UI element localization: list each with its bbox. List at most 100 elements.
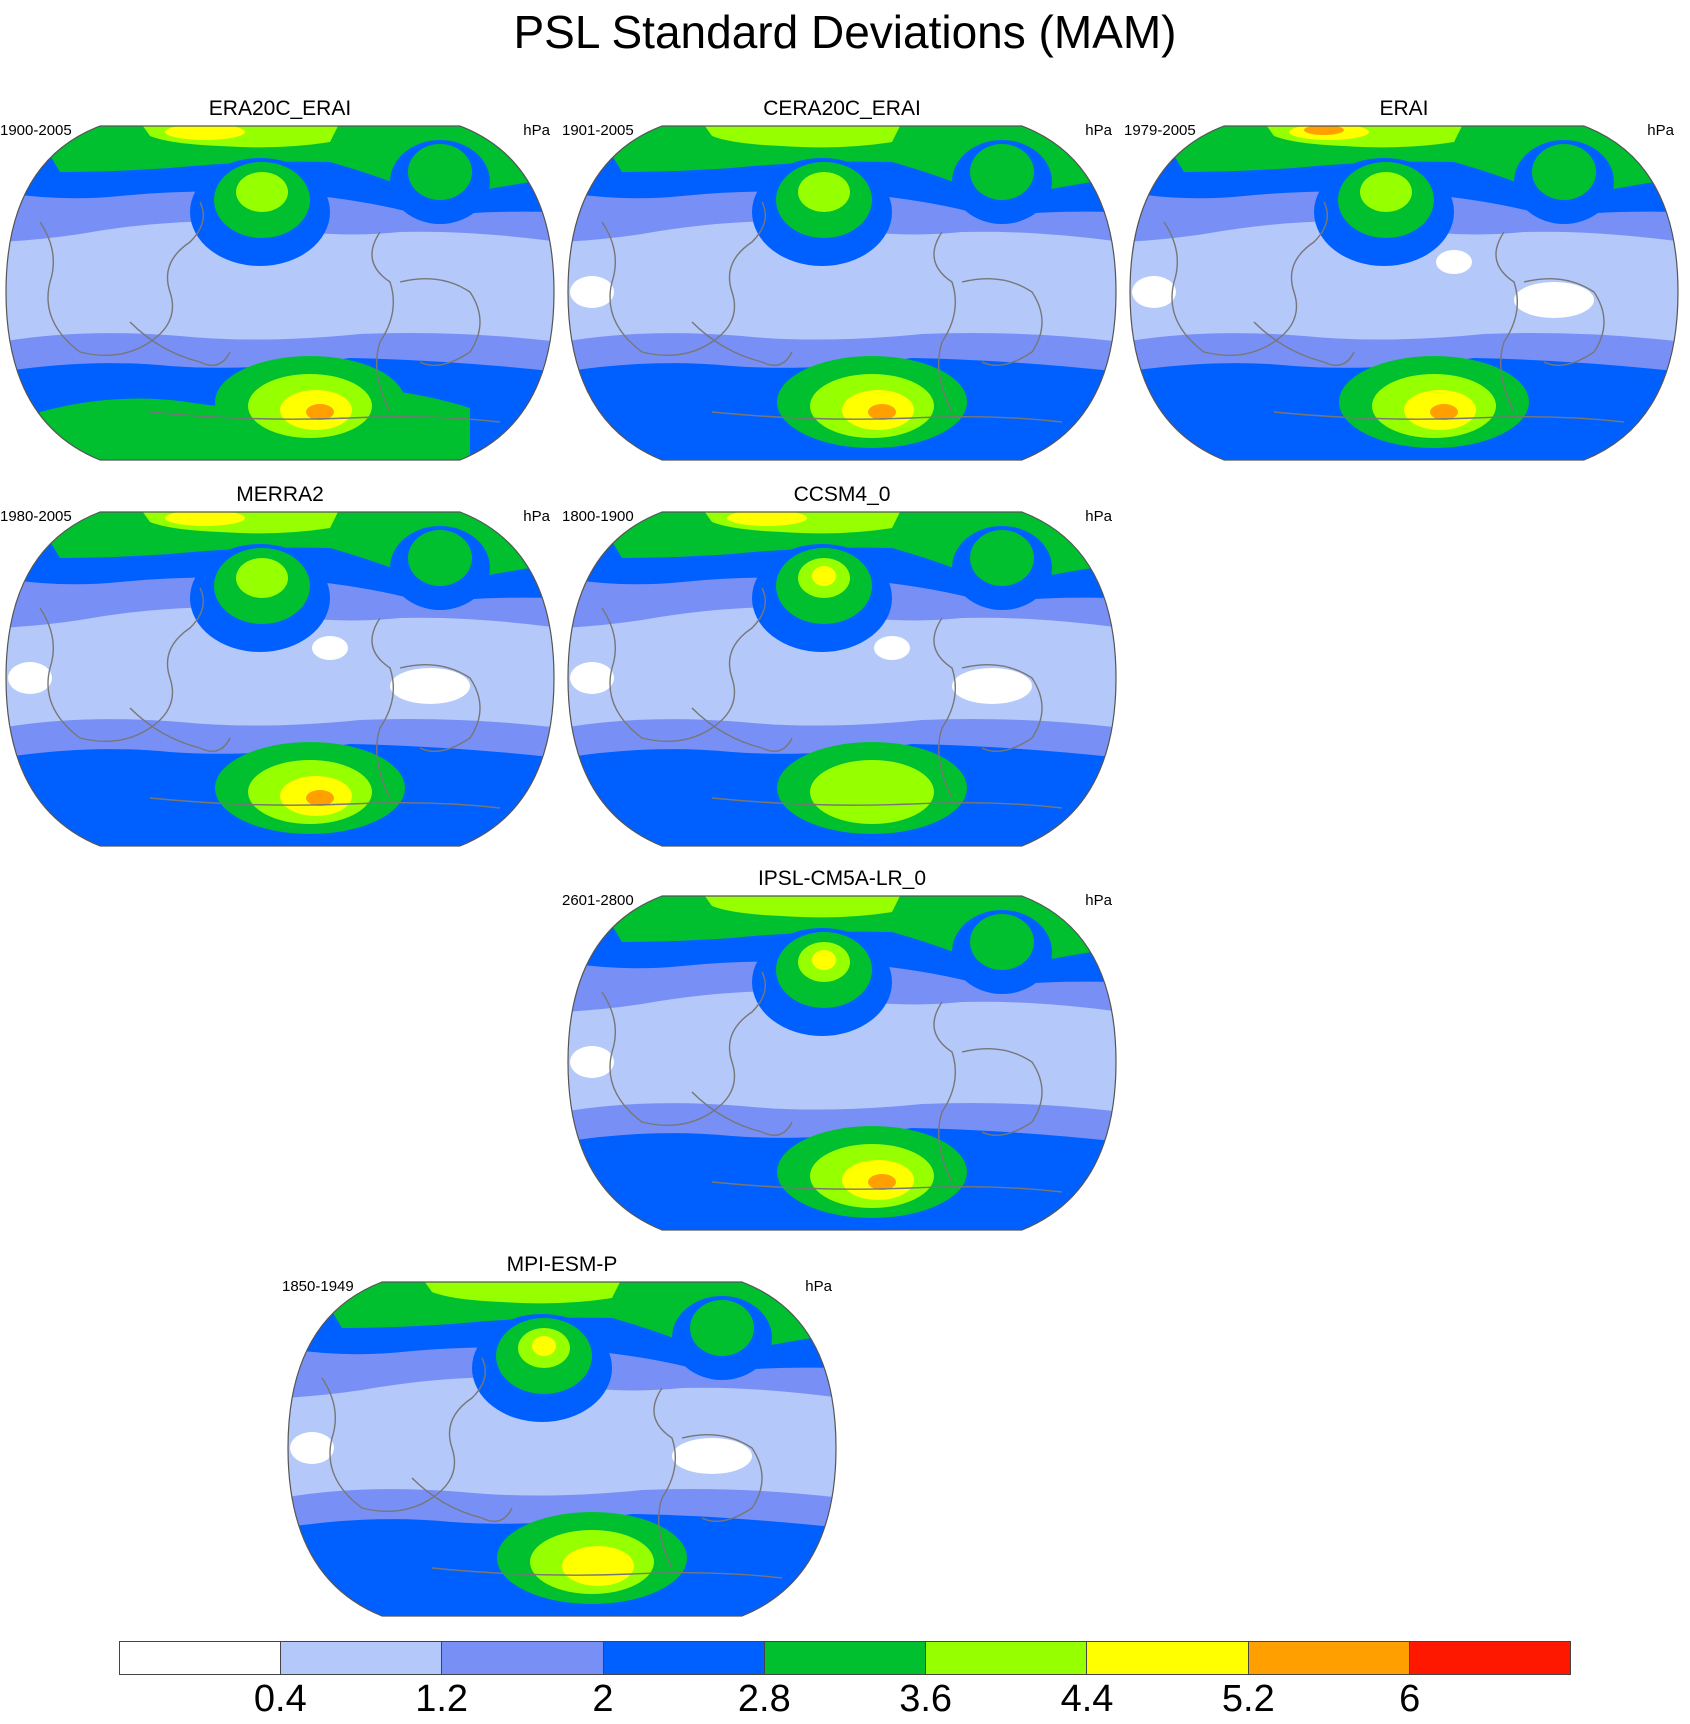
coastline (961, 663, 1043, 752)
coastline (399, 663, 481, 752)
nh-core-1 (702, 896, 902, 918)
panel-title: ERAI (1379, 97, 1429, 120)
map-svg (567, 125, 1117, 461)
natlantic-low-core (970, 144, 1034, 200)
period-label: 1980-2005 (0, 508, 72, 525)
natlantic-low-core (970, 530, 1034, 586)
coastline (601, 201, 766, 357)
coastline (711, 1181, 1063, 1193)
colorbar-tick-label: 5.2 (1221, 1678, 1275, 1720)
map-panel-merra2: MERRA2 1980-2005 hPa (0, 482, 560, 852)
coastline (39, 587, 204, 743)
map-panel-ccsm4-0: CCSM4_0 1800-1900 hPa (562, 482, 1122, 852)
period-label: 2601-2800 (562, 892, 634, 909)
coastline (933, 231, 957, 413)
panel-title: IPSL-CM5A-LR_0 (757, 867, 927, 890)
panel-title: CERA20C_ERAI (763, 97, 921, 120)
npacific-low-core (798, 172, 850, 212)
sh-low-peak (868, 404, 896, 420)
coastline (399, 277, 481, 366)
nh-core-2 (165, 512, 245, 526)
tropical-minimum-1 (570, 276, 614, 308)
npacific-low-peak (812, 950, 836, 970)
map-svg (567, 895, 1117, 1231)
natlantic-low-core (408, 144, 472, 200)
npacific-low-core (236, 172, 288, 212)
npacific-low-core (236, 558, 288, 598)
coastline (601, 971, 766, 1127)
tropical-minimum-1 (570, 662, 614, 694)
colorbar-tick-label: 3.6 (899, 1678, 953, 1720)
sh-low-mid (810, 760, 934, 824)
unit-label: hPa (523, 508, 550, 525)
npacific-low-core (1360, 172, 1412, 212)
coastline (653, 1387, 677, 1569)
sh-low-peak (1430, 404, 1458, 420)
figure-title: PSL Standard Deviations (MAM) (513, 6, 1177, 58)
tropical-minimum-3 (1436, 250, 1472, 274)
sh-low-peak (868, 1174, 896, 1190)
colorbar-tick-label: 0.4 (253, 1678, 307, 1720)
panel-title: MERRA2 (236, 483, 324, 506)
tropical-minimum-1 (8, 662, 52, 694)
colorbar-box (120, 1642, 282, 1674)
nh-core-1 (422, 1282, 622, 1304)
map-panel-erai: ERAI 1979-2005 hPa (1124, 96, 1684, 466)
sh-low-peak (306, 790, 334, 806)
colorbar-box (1087, 1642, 1249, 1674)
map-panel-mpi-esm-p: MPI-ESM-P 1850-1949 hPa (282, 1252, 842, 1622)
colorbar-box (442, 1642, 604, 1674)
coastline (431, 1567, 783, 1579)
colorbar-tick-label: 4.4 (1060, 1678, 1114, 1720)
coastline (1495, 231, 1519, 413)
colorbar-tick-label: 6 (1399, 1678, 1421, 1720)
tropical-minimum-3 (874, 636, 910, 660)
coastline (129, 707, 231, 752)
coastline (933, 617, 957, 799)
coastline (691, 1091, 793, 1136)
panel-title: CCSM4_0 (793, 483, 891, 506)
nh-core-2 (727, 512, 807, 526)
natlantic-low-core (408, 530, 472, 586)
unit-label: hPa (1647, 122, 1674, 139)
map-svg (5, 125, 555, 461)
coastline (411, 1477, 513, 1522)
map-outline (567, 895, 1117, 1231)
natlantic-low-core (1532, 144, 1596, 200)
colorbar-box (603, 1642, 765, 1674)
tropical-minimum-1 (1132, 276, 1176, 308)
tropical-minimum-2 (390, 668, 470, 704)
coastline (601, 587, 766, 743)
map-outline (5, 511, 555, 847)
map-outline (5, 125, 555, 461)
unit-label: hPa (523, 122, 550, 139)
coastline (149, 797, 501, 809)
period-label: 1850-1949 (282, 1278, 354, 1295)
coastline (321, 1357, 486, 1513)
nh-core-3 (1304, 126, 1344, 135)
coastline (1273, 411, 1625, 423)
period-label: 1901-2005 (562, 122, 634, 139)
natlantic-low-core (690, 1300, 754, 1356)
tropical-minimum-2 (672, 1438, 752, 1474)
colorbar-tick-label: 1.2 (415, 1678, 469, 1720)
panel-title: MPI-ESM-P (506, 1253, 618, 1276)
tropical-minimum-3 (312, 636, 348, 660)
period-label: 1800-1900 (562, 508, 634, 525)
map-svg (5, 511, 555, 847)
coastline (681, 1433, 763, 1522)
coastline (1163, 201, 1328, 357)
map-svg (567, 511, 1117, 847)
unit-label: hPa (1085, 508, 1112, 525)
colorbar-box (281, 1642, 443, 1674)
period-label: 1900-2005 (0, 122, 72, 139)
coastline (1253, 321, 1355, 366)
coastline (691, 707, 793, 752)
coastline (129, 321, 231, 366)
coastline (711, 797, 1063, 809)
coastline (149, 411, 501, 423)
period-label: 1979-2005 (1124, 122, 1196, 139)
coastline (39, 201, 204, 357)
map-outline (567, 511, 1117, 847)
colorbar-box (1409, 1642, 1570, 1674)
